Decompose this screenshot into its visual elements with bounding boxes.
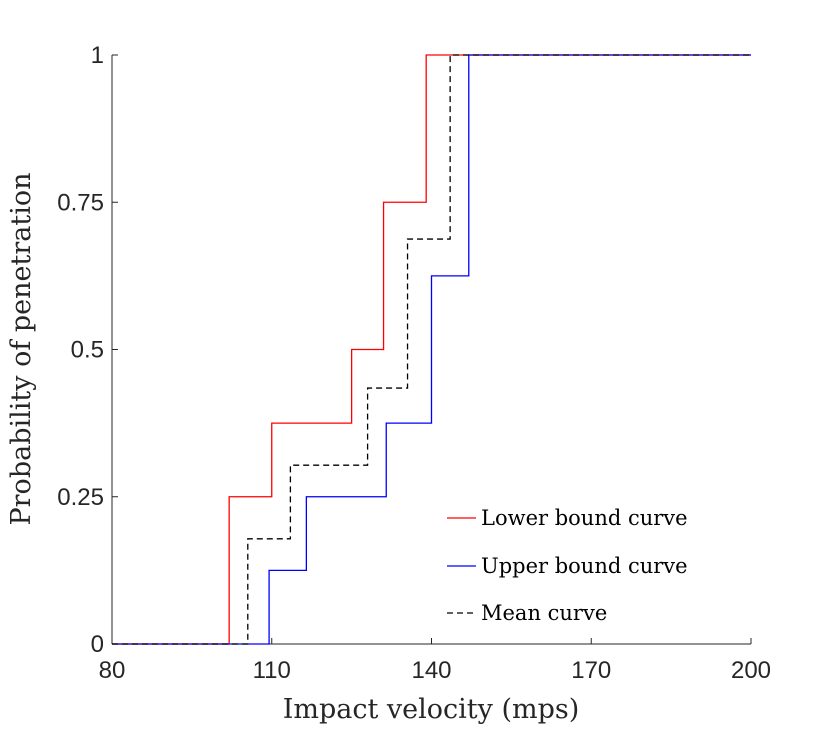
x-tick-label: 80 [99, 657, 126, 684]
x-tick-label: 140 [411, 657, 451, 684]
y-tick-label: 0.25 [57, 484, 104, 511]
legend-label: Mean curve [481, 601, 607, 625]
upper-bound-curve-line [112, 54, 751, 645]
mean-curve-line [112, 54, 751, 645]
legend-label: Upper bound curve [481, 554, 688, 578]
x-tick-label: 170 [571, 657, 611, 684]
y-tick-label: 0.75 [57, 189, 104, 216]
y-tick-label: 1 [91, 42, 104, 69]
axes: 80 110 140 170 200 0 0.25 0.5 0.75 1 [57, 42, 771, 684]
x-tick-label: 200 [731, 657, 771, 684]
lower-bound-curve-line [112, 54, 751, 645]
y-tick-label: 0 [91, 631, 104, 658]
plot-lines [112, 54, 751, 645]
x-tick-label: 110 [253, 657, 291, 684]
legend: Lower bound curve Upper bound curve Mean c… [447, 506, 688, 625]
y-axis-label: Probability of penetration [6, 172, 37, 525]
legend-label: Lower bound curve [481, 506, 688, 530]
y-tick-label: 0.5 [71, 337, 104, 364]
x-axis-label: Impact velocity (mps) [283, 694, 580, 725]
